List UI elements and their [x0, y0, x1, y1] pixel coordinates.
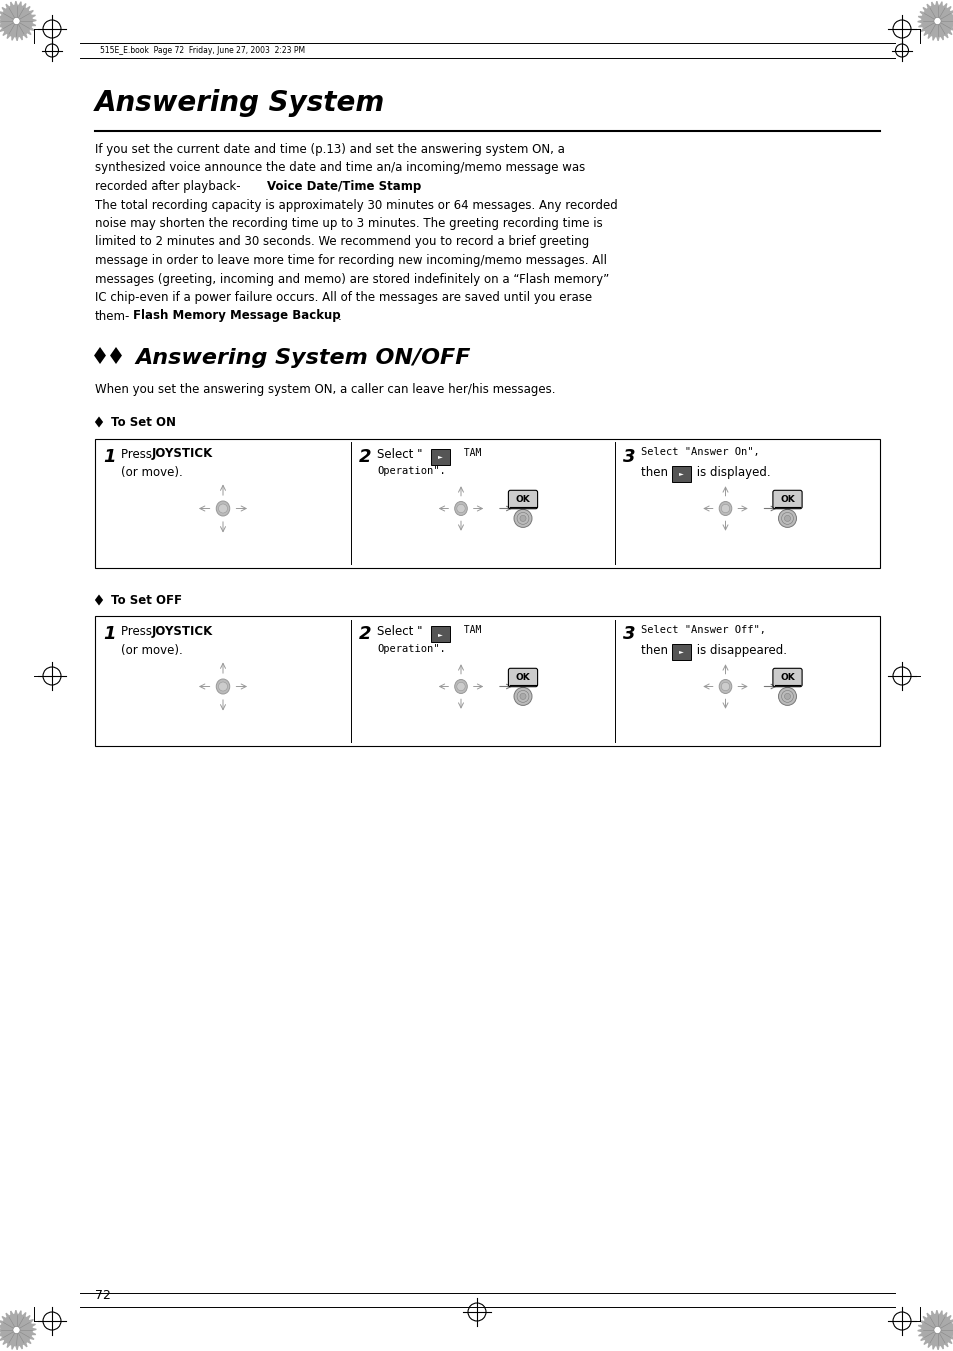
Text: limited to 2 minutes and 30 seconds. We recommend you to record a brief greeting: limited to 2 minutes and 30 seconds. We … — [95, 235, 589, 249]
Ellipse shape — [216, 501, 230, 516]
Polygon shape — [917, 1310, 953, 1350]
Ellipse shape — [719, 501, 731, 516]
Circle shape — [519, 693, 525, 700]
Text: Operation".: Operation". — [376, 644, 445, 654]
FancyBboxPatch shape — [671, 466, 690, 482]
Circle shape — [778, 688, 796, 705]
Text: JOYSTICK: JOYSTICK — [152, 447, 213, 461]
Text: ►: ► — [437, 454, 442, 459]
Text: OK: OK — [780, 494, 794, 504]
Polygon shape — [0, 1310, 36, 1350]
Text: is displayed.: is displayed. — [692, 466, 770, 480]
Text: Select "Answer Off",: Select "Answer Off", — [640, 626, 765, 635]
Text: is disappeared.: is disappeared. — [692, 644, 786, 657]
FancyBboxPatch shape — [671, 644, 690, 661]
Polygon shape — [94, 416, 103, 427]
Circle shape — [933, 1327, 940, 1333]
Circle shape — [218, 504, 227, 513]
Bar — [95, 616, 879, 747]
Polygon shape — [94, 347, 106, 363]
Text: IC chip-even if a power failure occurs. All of the messages are saved until you : IC chip-even if a power failure occurs. … — [95, 290, 592, 304]
Circle shape — [783, 693, 790, 700]
Ellipse shape — [216, 680, 230, 694]
Circle shape — [720, 504, 729, 512]
Text: OK: OK — [780, 673, 794, 682]
Text: synthesized voice announce the date and time an/a incoming/memo message was: synthesized voice announce the date and … — [95, 162, 584, 174]
Text: then: then — [640, 466, 671, 480]
FancyBboxPatch shape — [772, 490, 801, 509]
Text: To Set ON: To Set ON — [111, 416, 175, 430]
Text: Answering System ON/OFF: Answering System ON/OFF — [135, 347, 470, 367]
Text: 2: 2 — [358, 626, 371, 643]
Circle shape — [519, 515, 525, 521]
Polygon shape — [110, 347, 122, 363]
Text: (or move).: (or move). — [121, 466, 183, 480]
Circle shape — [456, 682, 465, 690]
Circle shape — [456, 504, 465, 512]
FancyBboxPatch shape — [772, 669, 801, 686]
Text: Press: Press — [121, 447, 155, 461]
Circle shape — [783, 515, 790, 521]
Text: ►: ► — [679, 650, 683, 654]
Text: Voice Date/Time Stamp: Voice Date/Time Stamp — [267, 180, 421, 193]
Text: When you set the answering system ON, a caller can leave her/his messages.: When you set the answering system ON, a … — [95, 384, 555, 396]
Text: Press: Press — [121, 626, 155, 639]
Text: JOYSTICK: JOYSTICK — [152, 626, 213, 639]
Text: Select ": Select " — [376, 447, 422, 461]
Text: 1: 1 — [103, 447, 115, 466]
Text: messages (greeting, incoming and memo) are stored indefinitely on a “Flash memor: messages (greeting, incoming and memo) a… — [95, 273, 609, 285]
Text: TAM: TAM — [452, 447, 481, 458]
Circle shape — [514, 509, 532, 527]
Text: The total recording capacity is approximately 30 minutes or 64 messages. Any rec: The total recording capacity is approxim… — [95, 199, 618, 212]
Text: ►: ► — [679, 471, 683, 477]
Text: 72: 72 — [95, 1289, 111, 1302]
Polygon shape — [0, 1, 36, 41]
Circle shape — [13, 1327, 20, 1333]
Text: 3: 3 — [622, 447, 635, 466]
Text: If you set the current date and time (p.13) and set the answering system ON, a: If you set the current date and time (p.… — [95, 143, 564, 155]
Ellipse shape — [455, 680, 467, 693]
Text: message in order to leave more time for recording new incoming/memo messages. Al: message in order to leave more time for … — [95, 254, 606, 267]
Circle shape — [720, 682, 729, 690]
Text: recorded after playback-: recorded after playback- — [95, 180, 240, 193]
Text: (or move).: (or move). — [121, 644, 183, 657]
Text: ►: ► — [437, 632, 442, 638]
Text: Select "Answer On",: Select "Answer On", — [640, 447, 759, 458]
Circle shape — [933, 18, 940, 24]
FancyBboxPatch shape — [508, 669, 537, 686]
Circle shape — [13, 18, 20, 24]
Text: TAM: TAM — [452, 626, 481, 635]
Text: Select ": Select " — [376, 626, 422, 639]
Text: OK: OK — [515, 673, 530, 682]
Polygon shape — [917, 1, 953, 41]
Text: 3: 3 — [622, 626, 635, 643]
FancyBboxPatch shape — [431, 627, 450, 643]
Text: Flash Memory Message Backup: Flash Memory Message Backup — [132, 309, 340, 323]
Circle shape — [514, 688, 532, 705]
Text: OK: OK — [515, 494, 530, 504]
Text: 515E_E.book  Page 72  Friday, June 27, 2003  2:23 PM: 515E_E.book Page 72 Friday, June 27, 200… — [100, 46, 305, 55]
Bar — [95, 439, 879, 569]
Polygon shape — [94, 594, 103, 605]
Ellipse shape — [455, 501, 467, 516]
Text: 2: 2 — [358, 447, 371, 466]
Text: noise may shorten the recording time up to 3 minutes. The greeting recording tim: noise may shorten the recording time up … — [95, 218, 602, 230]
Text: them-: them- — [95, 309, 131, 323]
Text: .: . — [416, 180, 420, 193]
Circle shape — [218, 682, 227, 690]
Ellipse shape — [719, 680, 731, 693]
FancyBboxPatch shape — [508, 490, 537, 509]
Text: Operation".: Operation". — [376, 466, 445, 476]
Text: To Set OFF: To Set OFF — [111, 594, 182, 608]
Text: then: then — [640, 644, 671, 657]
Circle shape — [778, 509, 796, 527]
Text: 1: 1 — [103, 626, 115, 643]
FancyBboxPatch shape — [431, 449, 450, 465]
Text: .: . — [337, 309, 341, 323]
Text: Answering System: Answering System — [95, 89, 385, 118]
